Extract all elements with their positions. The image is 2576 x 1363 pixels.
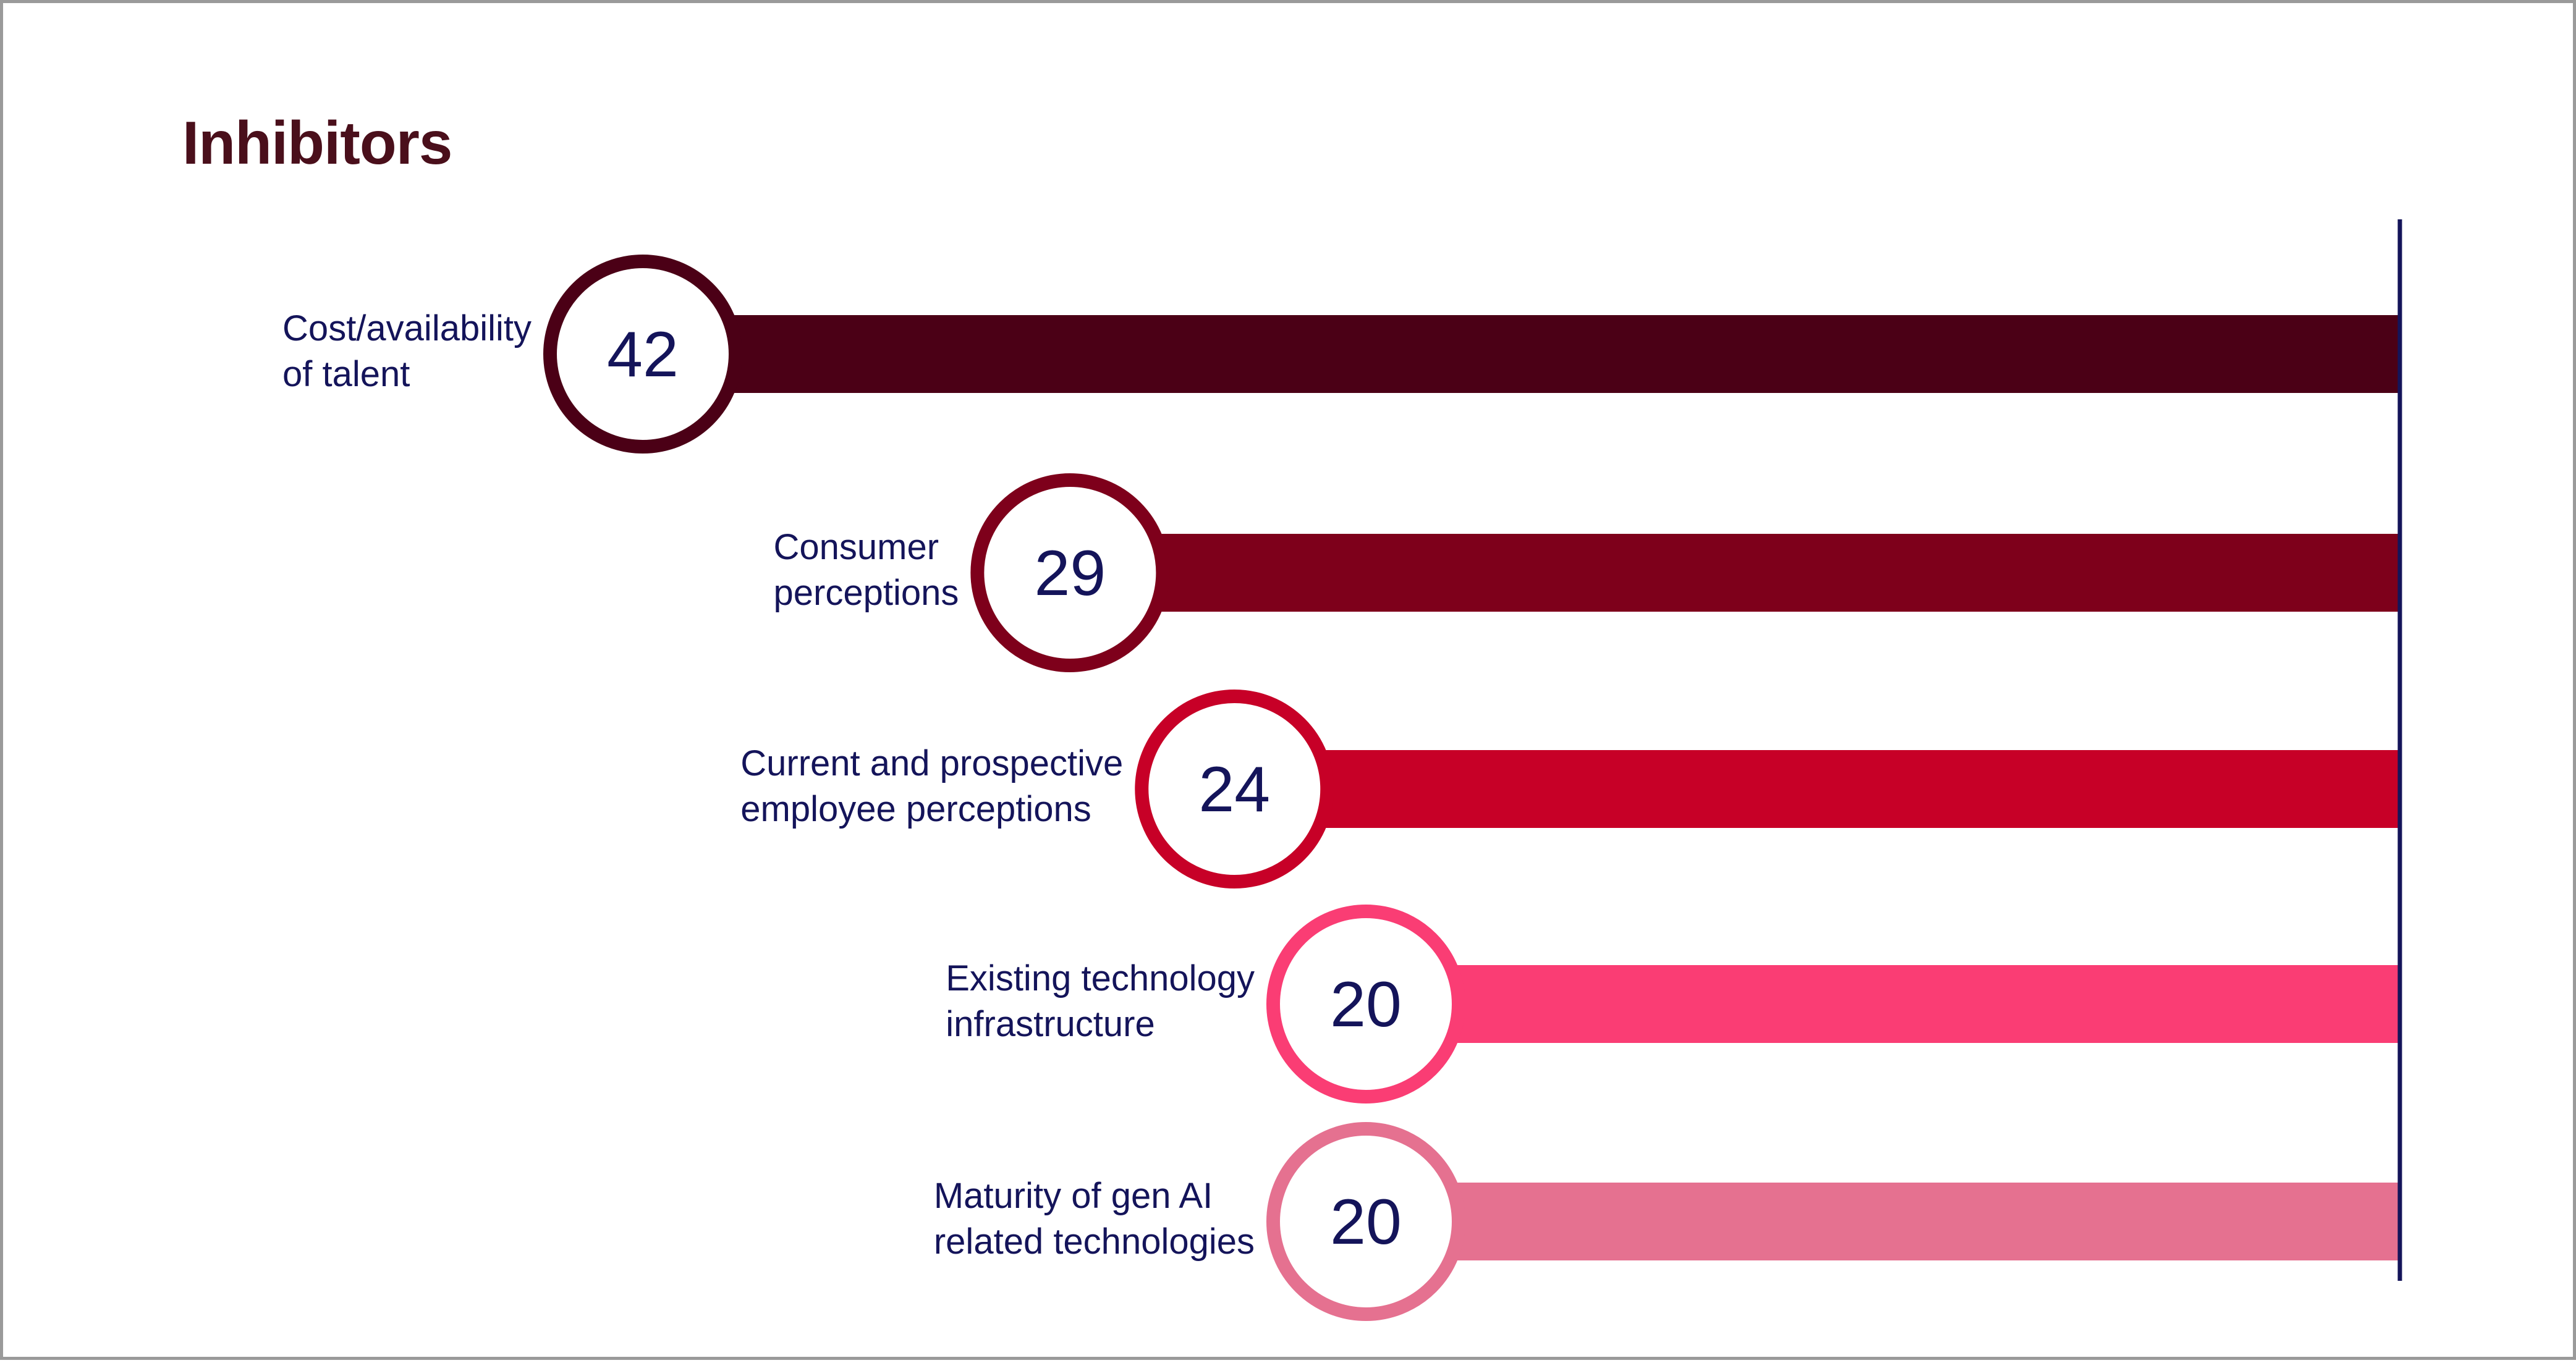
data-label: 20 <box>1330 969 1402 1040</box>
bar <box>1366 1183 2400 1260</box>
category-label: Current and prospective employee percepti… <box>740 743 1123 829</box>
bar <box>1070 534 2400 612</box>
value-badge <box>970 473 1170 672</box>
category-label: Consumer perceptions <box>774 527 959 613</box>
bar-row: 20 Existing technology infrastructure <box>946 905 2400 1103</box>
bar-chart: 42 Cost/availability of talent 29 Consumer pe… <box>282 219 2402 1321</box>
category-label: Existing technology infrastructure <box>946 958 1255 1044</box>
bar-row: 29 Consumer perceptions <box>774 473 2400 672</box>
data-label: 42 <box>607 319 679 390</box>
bar <box>643 315 2400 393</box>
bar-row: 20 Maturity of gen AI related technologies <box>934 1122 2400 1321</box>
bar-row: 24 Current and prospective employee percep… <box>740 690 2400 888</box>
bar <box>1366 965 2400 1043</box>
value-badge <box>1266 905 1465 1103</box>
value-badge <box>1135 690 1334 888</box>
chart-title: Inhibitors <box>182 109 452 177</box>
data-label: 20 <box>1330 1186 1402 1258</box>
data-label: 29 <box>1035 538 1106 609</box>
bar <box>1234 750 2400 828</box>
data-label: 24 <box>1198 754 1270 825</box>
bar-row: 42 Cost/availability of talent <box>282 255 2400 454</box>
value-badge <box>543 255 742 454</box>
value-badge <box>1266 1122 1465 1321</box>
category-label: Maturity of gen AI related technologies <box>934 1176 1255 1262</box>
category-label: Cost/availability of talent <box>282 308 532 394</box>
